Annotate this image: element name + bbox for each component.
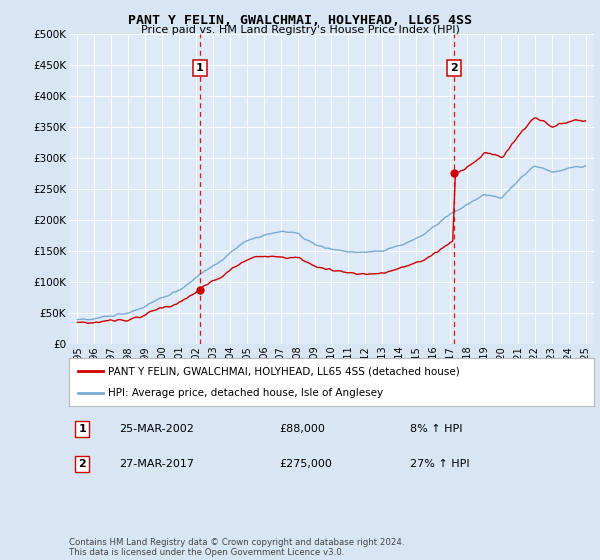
Text: 1: 1	[78, 424, 86, 434]
Text: 2: 2	[78, 459, 86, 469]
Text: 27-MAR-2017: 27-MAR-2017	[119, 459, 194, 469]
Text: PANT Y FELIN, GWALCHMAI, HOLYHEAD, LL65 4SS: PANT Y FELIN, GWALCHMAI, HOLYHEAD, LL65 …	[128, 14, 472, 27]
Text: £275,000: £275,000	[279, 459, 332, 469]
Text: Price paid vs. HM Land Registry's House Price Index (HPI): Price paid vs. HM Land Registry's House …	[140, 25, 460, 35]
Text: Contains HM Land Registry data © Crown copyright and database right 2024.
This d: Contains HM Land Registry data © Crown c…	[69, 538, 404, 557]
Text: 27% ↑ HPI: 27% ↑ HPI	[410, 459, 470, 469]
Text: 8% ↑ HPI: 8% ↑ HPI	[410, 424, 463, 434]
Text: PANT Y FELIN, GWALCHMAI, HOLYHEAD, LL65 4SS (detached house): PANT Y FELIN, GWALCHMAI, HOLYHEAD, LL65 …	[109, 366, 460, 376]
Text: HPI: Average price, detached house, Isle of Anglesey: HPI: Average price, detached house, Isle…	[109, 388, 383, 398]
Text: 25-MAR-2002: 25-MAR-2002	[119, 424, 194, 434]
Text: 2: 2	[450, 63, 458, 73]
Text: 1: 1	[196, 63, 204, 73]
Text: £88,000: £88,000	[279, 424, 325, 434]
